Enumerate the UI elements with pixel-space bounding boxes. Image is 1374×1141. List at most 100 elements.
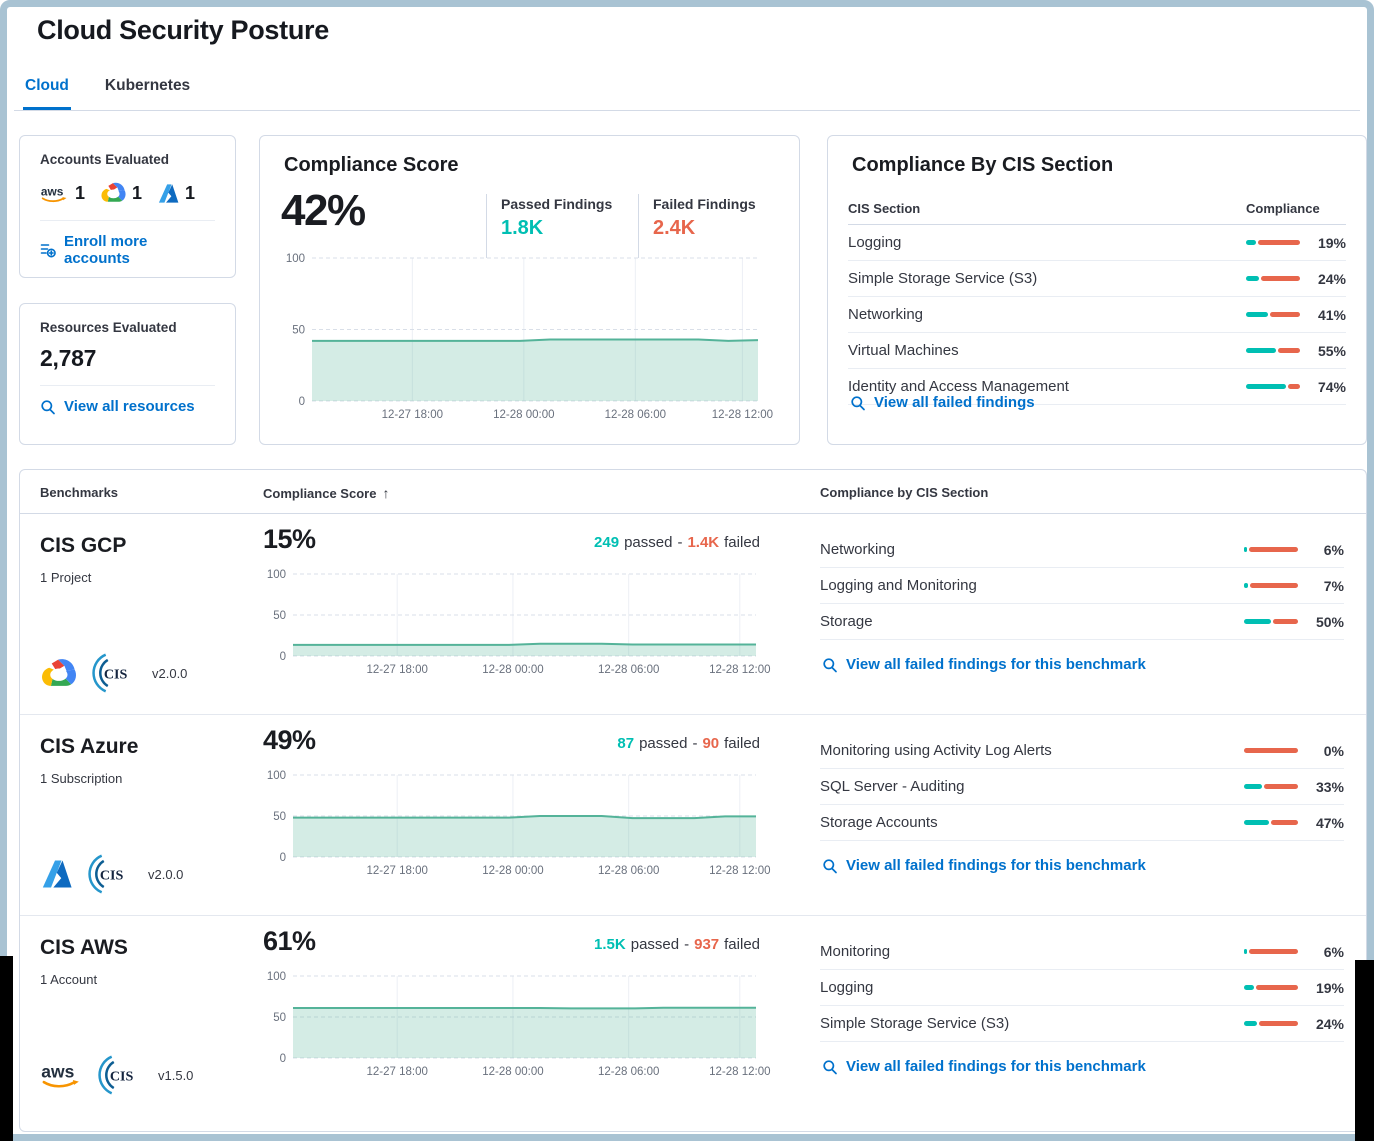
enroll-more-accounts-link[interactable]: Enroll more accounts bbox=[40, 233, 215, 267]
section-row: Storage Accounts 47% bbox=[820, 805, 1344, 841]
benchmark-version: v2.0.0 bbox=[152, 665, 188, 681]
svg-text:12-28 00:00: 12-28 00:00 bbox=[482, 865, 543, 877]
compliance-bar bbox=[1244, 748, 1298, 753]
search-icon bbox=[823, 1059, 837, 1074]
svg-text:CIS: CIS bbox=[104, 667, 128, 683]
cis-row-iam: Identity and Access Management 74% bbox=[848, 369, 1346, 405]
cis-table-header: CIS Section Compliance bbox=[848, 192, 1346, 225]
view-all-resources-link[interactable]: View all resources bbox=[40, 398, 215, 415]
svg-text:12-28 06:00: 12-28 06:00 bbox=[598, 664, 659, 676]
passed-failed-summary: 87 passed - 90 failed bbox=[617, 735, 760, 752]
view-failed-findings-benchmark-link[interactable]: View all failed findings for this benchm… bbox=[822, 857, 1344, 874]
sort-ascending-icon: ↑ bbox=[382, 485, 390, 501]
cis-logo-icon: CIS bbox=[92, 653, 128, 693]
failed-findings-label: Failed Findings bbox=[653, 196, 756, 212]
benchmark-trend-chart: 12-27 18:00 12-28 00:00 12-28 06:00 12-28 1… bbox=[267, 569, 771, 676]
svg-text:50: 50 bbox=[273, 811, 286, 823]
benchmark-trend-chart: 12-27 18:00 12-28 00:00 12-28 06:00 12-28 1… bbox=[267, 971, 771, 1078]
compliance-bar bbox=[1244, 820, 1298, 825]
tab-kubernetes[interactable]: Kubernetes bbox=[104, 77, 191, 94]
section-row: Monitoring 6% bbox=[820, 934, 1344, 970]
compliance-score-column-header[interactable]: Compliance Score ↑ bbox=[263, 485, 390, 501]
svg-text:100: 100 bbox=[267, 770, 286, 782]
svg-text:50: 50 bbox=[273, 610, 286, 622]
cis-section-card-title: Compliance By CIS Section bbox=[852, 154, 1114, 176]
svg-text:0: 0 bbox=[280, 852, 286, 864]
resources-count: 2,787 bbox=[40, 345, 97, 371]
svg-text:CIS: CIS bbox=[110, 1069, 134, 1085]
resources-card-title: Resources Evaluated bbox=[40, 320, 177, 335]
svg-text:12-28 12:00: 12-28 12:00 bbox=[709, 865, 770, 877]
azure-account-count: 1 bbox=[157, 183, 195, 204]
benchmarks-table: Benchmarks Compliance Score ↑ Compliance… bbox=[19, 469, 1367, 1132]
letterbox-right bbox=[1355, 960, 1374, 1141]
tab-cloud[interactable]: Cloud bbox=[23, 77, 71, 110]
svg-text:0: 0 bbox=[299, 396, 305, 408]
provider-counts: aws 1 1 1 bbox=[40, 179, 215, 207]
cis-row-virtual-machines: Virtual Machines 55% bbox=[848, 333, 1346, 369]
section-row: Storage 50% bbox=[820, 604, 1344, 640]
cis-sections-column-header: Compliance by CIS Section bbox=[820, 485, 989, 500]
compliance-by-cis-section-card: Compliance By CIS Section CIS Section Co… bbox=[827, 135, 1367, 445]
benchmark-name: CIS Azure bbox=[40, 735, 139, 758]
svg-text:aws: aws bbox=[41, 1062, 74, 1082]
view-failed-findings-benchmark-link[interactable]: View all failed findings for this benchm… bbox=[822, 1058, 1344, 1075]
compliance-bar bbox=[1246, 312, 1300, 317]
benchmark-logos: CIS v2.0.0 bbox=[40, 650, 187, 696]
card-divider bbox=[40, 385, 215, 386]
benchmark-name: CIS GCP bbox=[40, 534, 127, 557]
passed-findings-value: 1.8K bbox=[501, 217, 544, 239]
view-failed-findings-benchmark-link[interactable]: View all failed findings for this benchm… bbox=[822, 656, 1344, 673]
benchmark-scope: 1 Project bbox=[40, 570, 92, 585]
section-row: SQL Server - Auditing 33% bbox=[820, 769, 1344, 805]
compliance-bar bbox=[1244, 784, 1298, 789]
section-row: Logging 19% bbox=[820, 970, 1344, 1006]
compliance-bar bbox=[1244, 985, 1298, 990]
svg-text:12-28 12:00: 12-28 12:00 bbox=[712, 409, 773, 421]
compliance-bar bbox=[1244, 949, 1298, 954]
cis-row-s3: Simple Storage Service (S3) 24% bbox=[848, 261, 1346, 297]
search-icon bbox=[823, 657, 837, 672]
enroll-accounts-icon bbox=[40, 244, 56, 258]
tabs-divider bbox=[14, 110, 1360, 111]
failed-findings-block: Failed Findings 2.4K bbox=[638, 194, 756, 258]
svg-text:12-28 12:00: 12-28 12:00 bbox=[709, 1066, 770, 1078]
benchmark-trend-chart: 12-27 18:00 12-28 00:00 12-28 06:00 12-28 1… bbox=[267, 770, 771, 877]
compliance-bar bbox=[1246, 276, 1300, 281]
svg-text:12-27 18:00: 12-27 18:00 bbox=[382, 409, 443, 421]
benchmark-row-cis-azure: CIS Azure 1 Subscription CIS v2.0.0 49% … bbox=[20, 715, 1366, 916]
cis-logo-icon: CIS bbox=[88, 854, 124, 894]
section-row: Networking 6% bbox=[820, 532, 1344, 568]
section-row: Logging and Monitoring 7% bbox=[820, 568, 1344, 604]
view-all-failed-findings-link[interactable]: View all failed findings bbox=[850, 394, 1035, 411]
compliance-column-header: Compliance bbox=[1246, 200, 1320, 216]
compliance-bar bbox=[1244, 619, 1298, 624]
gcp-logo-icon bbox=[42, 658, 77, 686]
page-title: Cloud Security Posture bbox=[37, 15, 329, 45]
search-icon bbox=[851, 395, 865, 410]
svg-text:12-27 18:00: 12-27 18:00 bbox=[366, 1066, 427, 1078]
svg-text:0: 0 bbox=[280, 1053, 286, 1065]
benchmark-version: v1.5.0 bbox=[158, 1067, 194, 1083]
gcp-account-count: 1 bbox=[100, 182, 142, 204]
svg-text:12-28 06:00: 12-28 06:00 bbox=[598, 1066, 659, 1078]
passed-findings-label: Passed Findings bbox=[501, 196, 613, 212]
svg-text:12-28 06:00: 12-28 06:00 bbox=[598, 865, 659, 877]
benchmark-cis-sections: Networking 6% Logging and Monitoring 7% … bbox=[820, 514, 1344, 673]
search-icon bbox=[41, 399, 55, 414]
passed-findings-block: Passed Findings 1.8K bbox=[486, 194, 612, 258]
azure-logo-icon bbox=[42, 860, 72, 888]
compliance-bar bbox=[1246, 240, 1300, 245]
svg-text:100: 100 bbox=[286, 253, 305, 265]
aws-logo-icon: aws bbox=[41, 184, 67, 202]
svg-text:12-28 00:00: 12-28 00:00 bbox=[482, 664, 543, 676]
svg-text:100: 100 bbox=[267, 971, 286, 983]
cis-section-column-header: CIS Section bbox=[848, 200, 921, 216]
benchmark-cis-sections: Monitoring 6% Logging 19% Simple Storage… bbox=[820, 916, 1344, 1075]
letterbox-left bbox=[0, 956, 13, 1141]
accounts-card-title: Accounts Evaluated bbox=[40, 152, 170, 167]
benchmark-cis-sections: Monitoring using Activity Log Alerts 0% … bbox=[820, 715, 1344, 874]
compliance-bar bbox=[1244, 1021, 1298, 1026]
resources-evaluated-card: Resources Evaluated 2,787 View all resou… bbox=[19, 303, 236, 445]
cis-section-table: CIS Section Compliance Logging 19% Simpl… bbox=[848, 192, 1346, 405]
